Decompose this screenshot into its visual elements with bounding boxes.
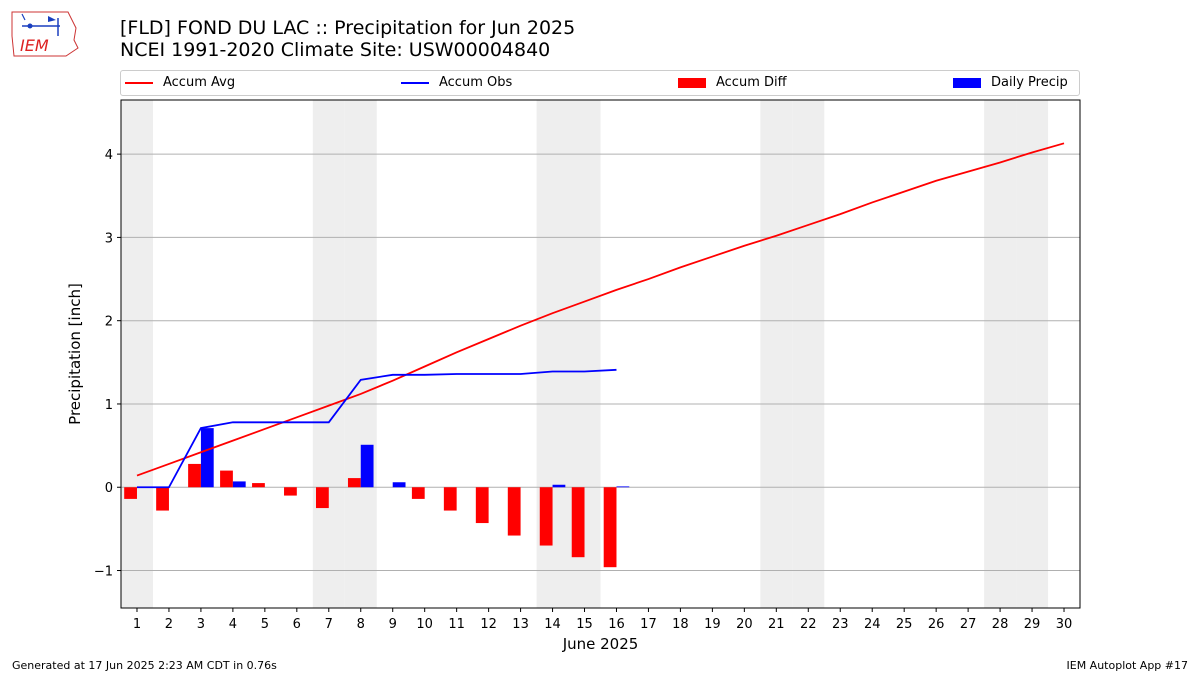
iem-logo-graphic: IEM <box>11 11 79 57</box>
x-tick-label: 30 <box>1056 617 1073 632</box>
bar-accum-diff-day-4 <box>220 470 233 488</box>
bar-accum-diff-day-14 <box>539 487 553 546</box>
x-tick-label: 13 <box>512 617 529 632</box>
x-tick-label: 5 <box>261 617 269 632</box>
y-tick-label: 3 <box>105 231 113 246</box>
x-tick-label: 11 <box>448 617 465 632</box>
bar-accum-diff-day-7 <box>315 487 329 509</box>
x-tick-label: 4 <box>229 617 237 632</box>
x-tick-label: 10 <box>416 617 433 632</box>
bar-accum-diff-day-12 <box>475 487 489 524</box>
x-tick-label: 20 <box>736 617 753 632</box>
legend-label-accum-avg: Accum Avg <box>163 75 236 90</box>
x-tick-label: 18 <box>672 617 689 632</box>
line-accum-obs <box>136 368 617 489</box>
x-tick-label: 16 <box>608 617 625 632</box>
y-tick-label: −1 <box>94 565 113 580</box>
x-tick-label: 21 <box>768 617 785 632</box>
bar-accum-diff-day-1 <box>124 487 137 499</box>
weekend-shade-day-29 <box>1016 100 1049 608</box>
bar-daily-precip-day-14 <box>552 484 566 488</box>
legend-accum-diff: Accum Diff <box>678 74 787 92</box>
legend-swatch-accum-diff <box>678 77 706 88</box>
plot-frame <box>120 99 1081 609</box>
legend-swatch-daily-precip <box>953 77 981 88</box>
bar-accum-diff-day-13 <box>507 487 521 536</box>
x-tick-label: 14 <box>544 617 561 632</box>
title-line-1: [FLD] FOND DU LAC :: Precipitation for J… <box>120 17 576 39</box>
weekend-shade-day-14 <box>536 100 569 608</box>
weekend-shade-day-28 <box>984 100 1017 608</box>
weekend-shade-day-21 <box>760 100 793 608</box>
y-axis-label: Precipitation [inch] <box>66 283 84 425</box>
legend-label-accum-diff: Accum Diff <box>716 75 787 90</box>
x-tick-label: 27 <box>960 617 977 632</box>
series-lines <box>136 142 1065 489</box>
bar-daily-precip-day-3 <box>200 428 214 488</box>
x-tick-label: 19 <box>704 617 721 632</box>
legend-label-accum-obs: Accum Obs <box>439 75 513 90</box>
chart-title: [FLD] FOND DU LAC :: Precipitation for J… <box>120 17 575 61</box>
x-tick-label: 25 <box>896 617 913 632</box>
bar-accum-diff-day-3 <box>188 463 201 488</box>
x-tick-label: 7 <box>325 617 333 632</box>
x-axis-label: June 2025 <box>562 635 639 653</box>
x-tick-label: 6 <box>293 617 301 632</box>
bar-accum-diff-day-10 <box>411 487 425 499</box>
x-tick-label: 9 <box>389 617 397 632</box>
y-tick-label: 1 <box>105 398 113 413</box>
x-tick-label: 15 <box>576 617 593 632</box>
y-tick-label: 4 <box>105 148 113 163</box>
legend-accum-avg: Accum Avg <box>125 74 235 92</box>
title-line-2: NCEI 1991-2020 Climate Site: USW00004840 <box>120 39 551 61</box>
gridlines <box>121 153 1080 572</box>
x-tick-label: 3 <box>197 617 205 632</box>
bars <box>124 428 630 568</box>
x-tick-label: 1 <box>133 617 141 632</box>
x-tick-label: 24 <box>864 617 881 632</box>
bar-accum-diff-day-15 <box>571 487 585 558</box>
bar-accum-diff-day-6 <box>284 487 297 496</box>
x-tick-label: 12 <box>480 617 497 632</box>
x-tick-label: 8 <box>357 617 365 632</box>
x-tick-label: 29 <box>1024 617 1041 632</box>
weekend-shading <box>121 100 1049 608</box>
bar-accum-diff-day-11 <box>443 487 457 511</box>
iem-logo: IEM <box>8 6 80 60</box>
legend-swatch-accum-obs <box>401 81 429 84</box>
bar-daily-precip-day-4 <box>232 481 246 488</box>
bar-accum-diff-day-5 <box>252 483 265 488</box>
y-tick-label: 2 <box>105 315 113 330</box>
bar-daily-precip-day-8 <box>360 444 374 488</box>
bar-accum-diff-day-16 <box>603 487 617 568</box>
x-tick-label: 2 <box>165 617 173 632</box>
weekend-shade-day-22 <box>792 100 825 608</box>
x-tick-label: 28 <box>992 617 1009 632</box>
legend-accum-obs: Accum Obs <box>401 74 512 92</box>
weekend-shade-day-7 <box>312 100 345 608</box>
footer-generated: Generated at 17 Jun 2025 2:23 AM CDT in … <box>12 659 277 672</box>
legend-daily-precip: Daily Precip <box>953 74 1068 92</box>
y-axis-ticks: −1 0 1 2 3 4 <box>94 148 121 580</box>
weekend-shade-day-1 <box>121 100 153 608</box>
bar-accum-diff-day-2 <box>156 487 169 511</box>
logo-text: IEM <box>20 36 49 55</box>
x-tick-label: 23 <box>832 617 849 632</box>
chart-legend: Accum Avg Accum Obs Accum Diff Daily Pre… <box>120 70 1080 96</box>
y-tick-label: 0 <box>105 481 113 496</box>
footer-app: IEM Autoplot App #17 <box>1066 659 1189 672</box>
x-axis-ticks: 1 2 3 4 5 6 7 8 9 10 11 12 13 14 15 16 17 18 19 20 21 22 23 24 2… <box>133 608 1072 632</box>
legend-label-daily-precip: Daily Precip <box>991 75 1068 90</box>
bar-accum-diff-day-8 <box>347 478 361 488</box>
x-tick-label: 26 <box>928 617 945 632</box>
x-tick-label: 17 <box>640 617 657 632</box>
legend-swatch-accum-avg <box>125 81 153 84</box>
bar-daily-precip-day-16 <box>616 486 630 488</box>
bar-daily-precip-day-9 <box>392 482 406 488</box>
weekend-shade-day-8 <box>344 100 377 608</box>
x-tick-label: 22 <box>800 617 817 632</box>
line-accum-avg <box>136 142 1065 477</box>
weekend-shade-day-15 <box>568 100 601 608</box>
